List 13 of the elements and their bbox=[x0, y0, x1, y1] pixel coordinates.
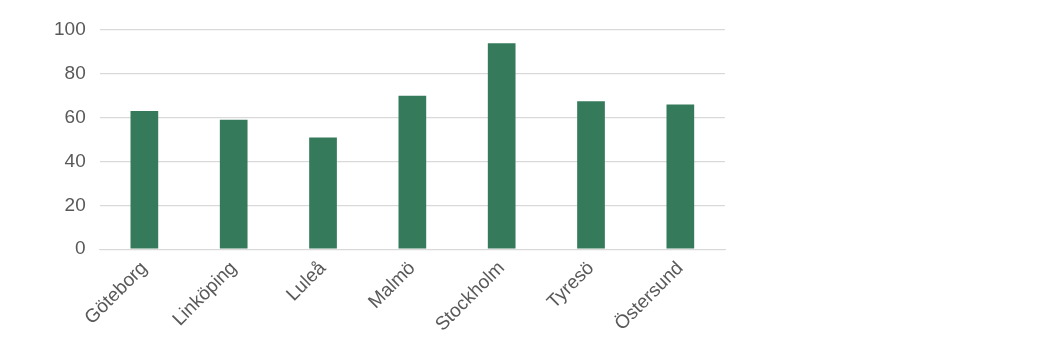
y-tick-label: 80 bbox=[64, 62, 86, 84]
bar bbox=[309, 137, 337, 249]
y-tick-label: 20 bbox=[64, 193, 86, 215]
bar bbox=[487, 43, 516, 249]
bar bbox=[130, 111, 159, 249]
y-tick-label: 40 bbox=[64, 149, 86, 171]
y-tick-label: 100 bbox=[54, 18, 86, 40]
y-tick-label: 60 bbox=[64, 105, 86, 127]
bar bbox=[219, 119, 248, 249]
y-tick-label: 0 bbox=[75, 237, 86, 259]
bar bbox=[398, 95, 427, 249]
bar bbox=[666, 104, 695, 249]
bar bbox=[577, 101, 605, 249]
